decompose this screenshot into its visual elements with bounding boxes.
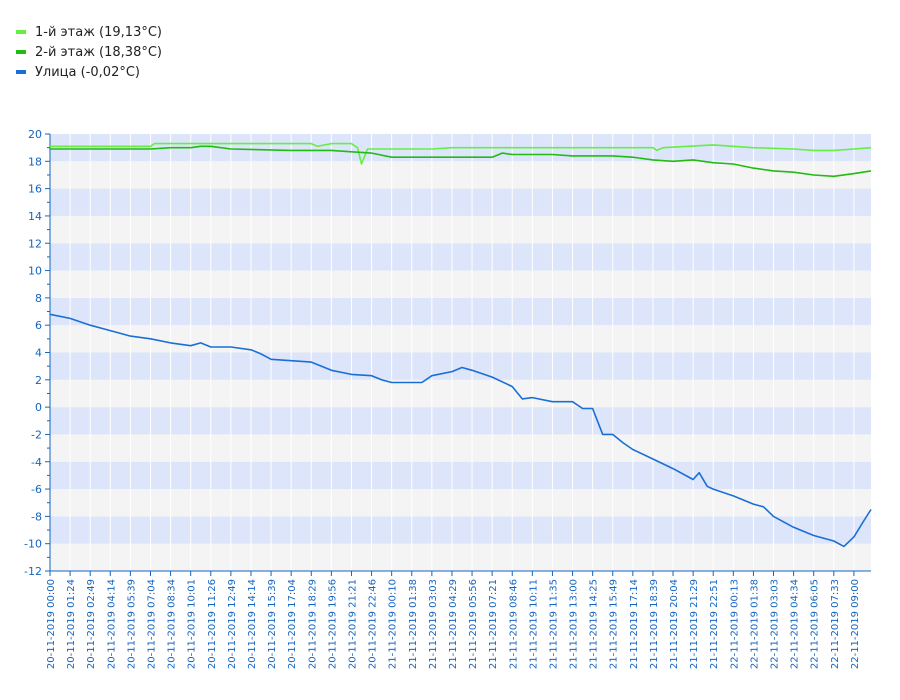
legend-swatch-floor-2 (16, 50, 26, 54)
x-tick-label: 21-11-2019 10:11 (528, 579, 539, 669)
x-tick-label: 21-11-2019 08:46 (508, 579, 519, 669)
y-tick-label: 12 (28, 237, 42, 250)
series-line-0 (50, 142, 872, 165)
y-tick-label: -8 (31, 510, 42, 523)
background-bands (50, 134, 871, 571)
y-tick-label: 20 (28, 128, 42, 141)
background-band (50, 243, 871, 271)
x-tick-label: 21-11-2019 14:25 (589, 579, 600, 669)
legend-label-street: Улица (-0,02°C) (35, 64, 140, 80)
x-tick-label: 21-11-2019 17:14 (629, 579, 640, 669)
background-band (50, 215, 871, 244)
x-tick-label: 20-11-2019 19:56 (327, 579, 338, 669)
x-tick-label: 21-11-2019 05:56 (468, 579, 479, 669)
legend-item-street: Улица (-0,02°C) (16, 62, 162, 82)
x-tick-label: 20-11-2019 11:26 (207, 579, 218, 669)
series-line-2 (49, 313, 872, 548)
x-tick-labels: 20-11-2019 00:00 20-11-2019 01:24 20-11-20… (46, 579, 861, 669)
legend: 1-й этаж (19,13°C) 2-й этаж (18,38°C) Ул… (16, 22, 162, 82)
background-band (50, 297, 871, 326)
x-tick-label: 21-11-2019 03:03 (428, 579, 439, 669)
background-band (50, 489, 871, 517)
x-tick-label: 20-11-2019 00:00 (46, 579, 57, 669)
y-tick-label: 16 (28, 183, 42, 196)
x-tick-label: 20-11-2019 10:01 (187, 579, 198, 669)
series-lines (49, 142, 872, 548)
x-tick-label: 22-11-2019 06:05 (810, 579, 821, 669)
x-tick-label: 20-11-2019 02:49 (86, 579, 97, 669)
x-tick-label: 21-11-2019 04:29 (448, 579, 459, 669)
y-tick-label: -12 (24, 565, 42, 578)
x-tick-label: 22-11-2019 03:03 (770, 579, 781, 669)
y-tick-label: 8 (35, 292, 42, 305)
x-tick-label: 21-11-2019 20:04 (669, 579, 680, 669)
background-band (50, 461, 871, 490)
x-tick-label: 22-11-2019 04:34 (790, 579, 801, 669)
series-line-1 (50, 145, 872, 178)
y-tick-label: 4 (35, 347, 42, 360)
x-tick-label: 20-11-2019 14:14 (247, 579, 258, 669)
x-tick-label: 20-11-2019 08:34 (167, 579, 178, 669)
x-tick-label: 20-11-2019 15:39 (267, 579, 278, 669)
x-tick-label: 20-11-2019 21:21 (347, 579, 358, 669)
y-tick-label: 18 (28, 155, 42, 168)
legend-label-floor-1: 1-й этаж (19,13°C) (35, 24, 162, 40)
background-band (50, 325, 871, 353)
x-tick-label: 21-11-2019 21:29 (689, 579, 700, 669)
x-tick-label: 21-11-2019 15:49 (609, 579, 620, 669)
y-tick-label: 14 (28, 210, 42, 223)
x-tick-label: 21-11-2019 07:21 (488, 579, 499, 669)
x-tick-label: 21-11-2019 18:39 (649, 579, 660, 669)
x-tick-label: 22-11-2019 09:00 (850, 579, 861, 669)
x-tick-label: 20-11-2019 22:46 (368, 579, 379, 669)
x-tick-label: 20-11-2019 12:49 (227, 579, 238, 669)
legend-item-floor-2: 2-й этаж (18,38°C) (16, 42, 162, 62)
y-tick-label: -6 (31, 483, 42, 496)
background-band (50, 543, 871, 571)
background-band (50, 434, 871, 462)
y-tick-label: 6 (35, 319, 42, 332)
legend-item-floor-1: 1-й этаж (19,13°C) (16, 22, 162, 42)
x-tick-label: 20-11-2019 18:29 (307, 579, 318, 669)
x-tick-label: 20-11-2019 01:24 (66, 579, 77, 669)
x-tick-label: 22-11-2019 00:13 (729, 579, 740, 669)
axes (45, 133, 871, 576)
background-band (50, 161, 871, 189)
x-tick-label: 21-11-2019 22:51 (709, 579, 720, 669)
x-tick-label: 22-11-2019 01:38 (749, 579, 760, 669)
x-tick-label: 21-11-2019 13:00 (569, 579, 580, 669)
y-tick-labels: -12 -10 -8 -6 -4 -2 0 2 4 6 8 10 12 14 16 18 20 (24, 128, 42, 578)
x-tick-label: 21-11-2019 11:35 (548, 579, 559, 669)
y-tick-label: 10 (28, 265, 42, 278)
background-band (50, 352, 871, 380)
x-tick-label: 20-11-2019 05:39 (126, 579, 137, 669)
y-tick-label: 0 (35, 401, 42, 414)
vertical-gridlines (49, 134, 855, 571)
x-tick-label: 20-11-2019 17:04 (287, 579, 298, 669)
x-tick-label: 21-11-2019 00:10 (388, 579, 399, 669)
y-tick-label: -2 (31, 428, 42, 441)
background-band (50, 188, 871, 216)
background-band (50, 516, 871, 544)
legend-swatch-street (16, 70, 26, 74)
x-tick-label: 22-11-2019 07:33 (830, 579, 841, 669)
legend-swatch-floor-1 (16, 30, 26, 34)
x-tick-label: 20-11-2019 04:14 (106, 579, 117, 669)
background-band (50, 270, 871, 298)
x-tick-label: 21-11-2019 01:38 (408, 579, 419, 669)
y-tick-label: -10 (24, 538, 42, 551)
y-tick-label: -4 (31, 456, 42, 469)
y-tick-label: 2 (35, 374, 42, 387)
background-band (50, 407, 871, 435)
legend-label-floor-2: 2-й этаж (18,38°C) (35, 44, 162, 60)
x-tick-label: 20-11-2019 07:04 (146, 579, 157, 669)
background-band (50, 379, 871, 408)
